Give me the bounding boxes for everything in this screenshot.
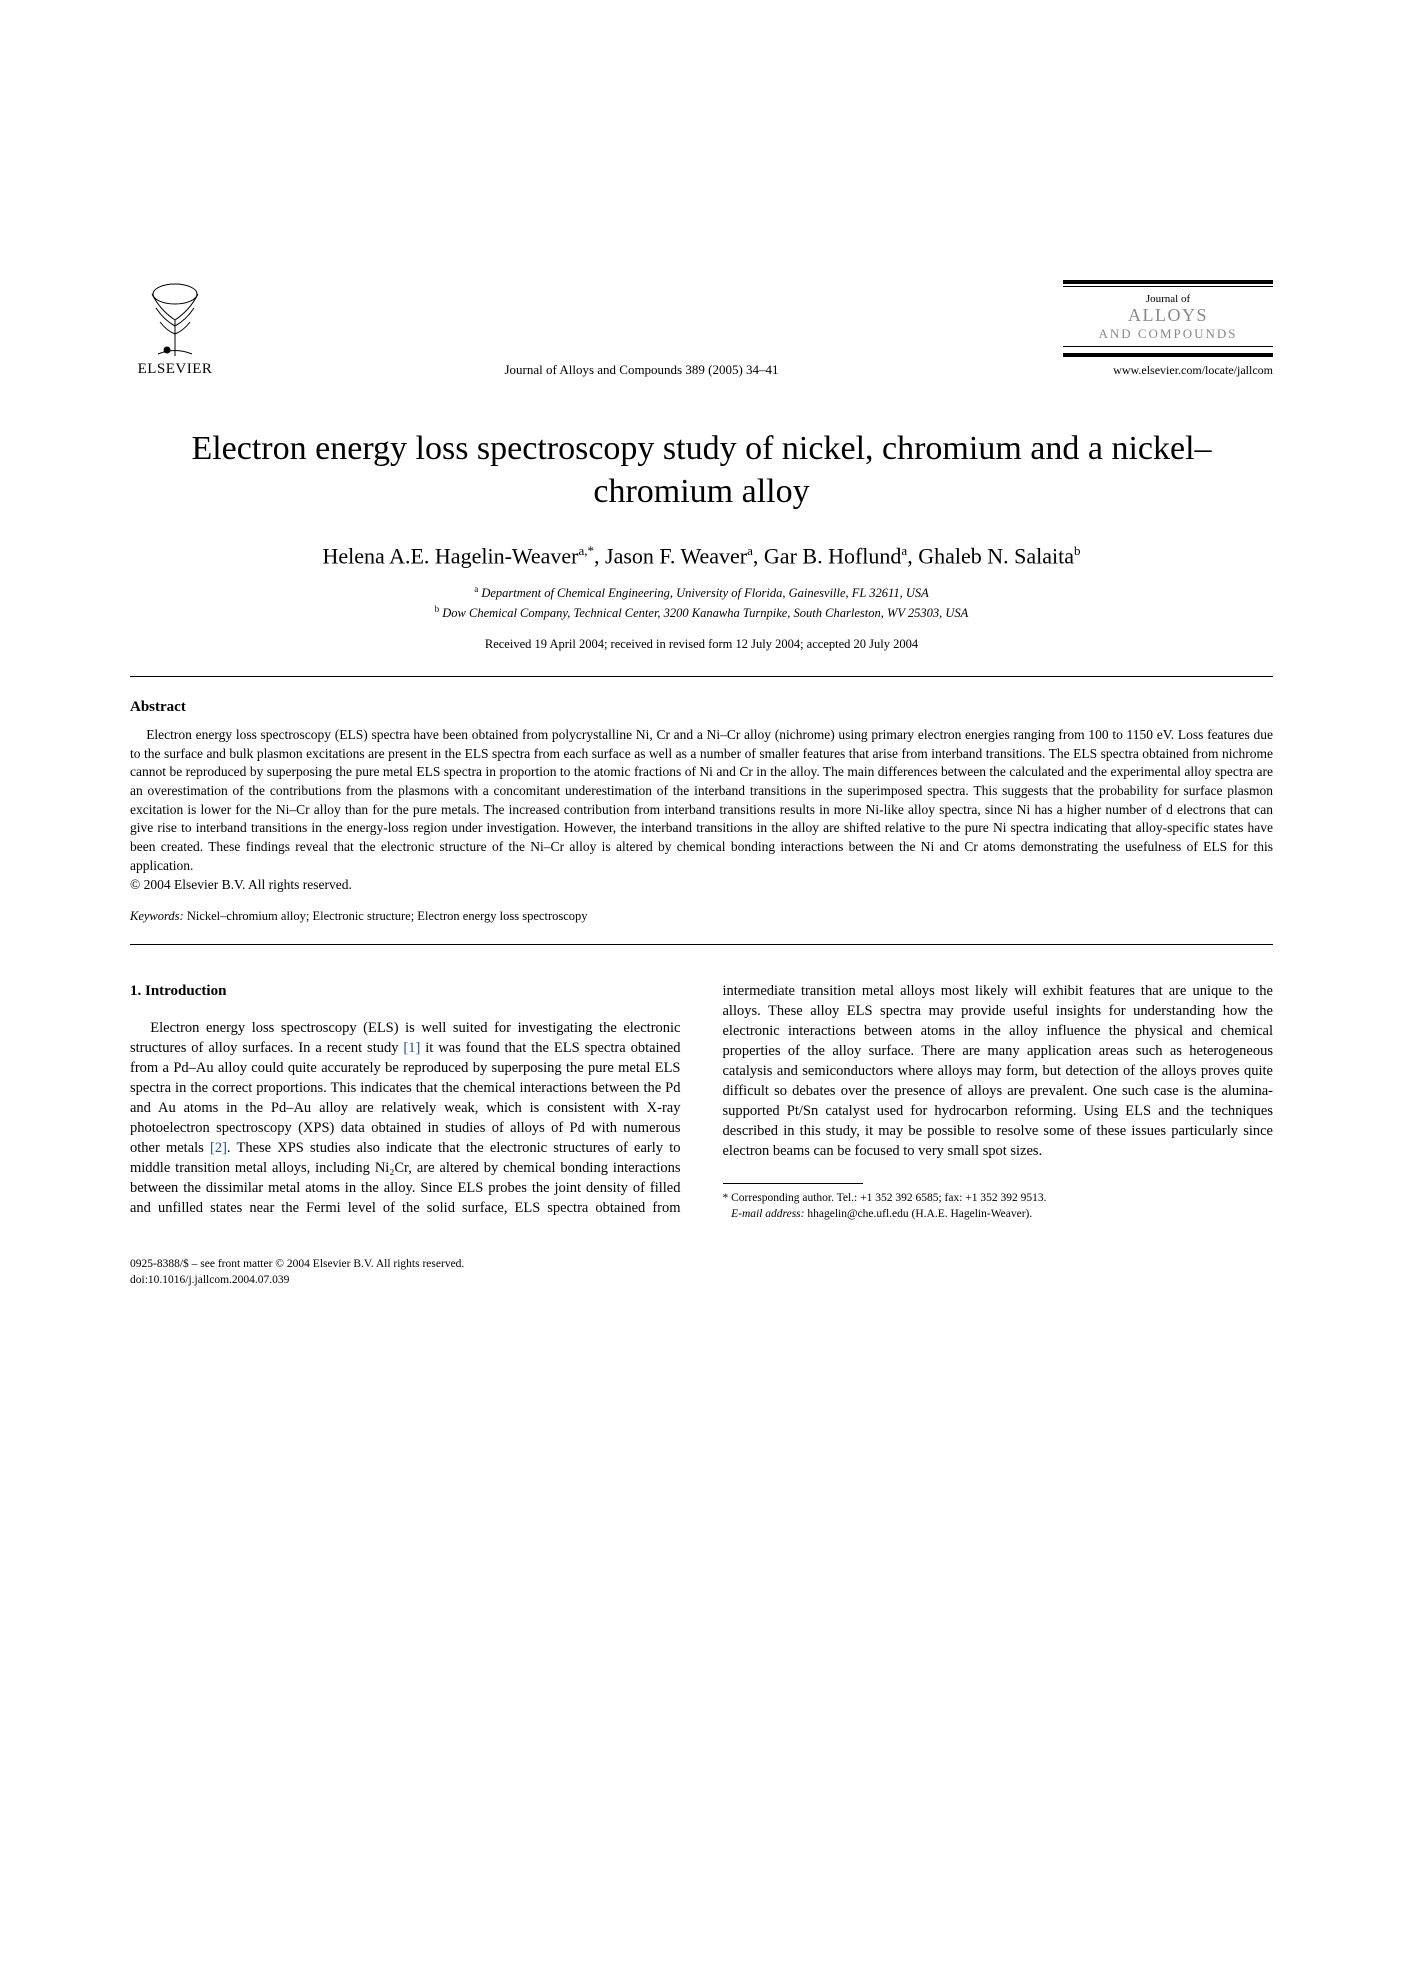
divider [130,676,1273,677]
affiliation-a: a Department of Chemical Engineering, Un… [130,583,1273,603]
affiliation-b: b Dow Chemical Company, Technical Center… [130,603,1273,623]
copyright: © 2004 Elsevier B.V. All rights reserved… [130,877,1273,893]
elsevier-logo-icon [140,282,210,357]
journal-logo-line1: Journal of [1063,293,1273,305]
keywords: Keywords: Nickel–chromium alloy; Electro… [130,909,1273,924]
rule [1063,280,1273,284]
journal-logo-line3: AND COMPOUNDS [1063,326,1273,342]
journal-reference: Journal of Alloys and Compounds 389 (200… [220,302,1063,378]
corresponding-author-footnote: * Corresponding author. Tel.: +1 352 392… [723,1190,1274,1206]
footnote-separator [723,1183,863,1184]
abstract-heading: Abstract [130,699,1273,716]
front-matter-meta: 0925-8388/$ – see front matter © 2004 El… [130,1256,1273,1288]
journal-logo: Journal of ALLOYS AND COMPOUNDS www.else… [1063,280,1273,378]
rule [1063,286,1273,287]
doi-line: doi:10.1016/j.jallcom.2004.07.039 [130,1272,1273,1288]
keywords-text: Nickel–chromium alloy; Electronic struct… [184,909,588,923]
divider [130,944,1273,945]
body-text: 1. Introduction Electron energy loss spe… [130,981,1273,1222]
issn-line: 0925-8388/$ – see front matter © 2004 El… [130,1256,1273,1272]
footnotes: * Corresponding author. Tel.: +1 352 392… [723,1190,1274,1222]
publisher-block: ELSEVIER [130,282,220,378]
journal-logo-line2: ALLOYS [1063,305,1273,326]
affiliations: a Department of Chemical Engineering, Un… [130,583,1273,623]
rule [1063,346,1273,347]
section-1-paragraph: Electron energy loss spectroscopy (ELS) … [130,981,1273,1222]
article-dates: Received 19 April 2004; received in revi… [130,637,1273,652]
publisher-name: ELSEVIER [138,361,213,378]
article-title: Electron energy loss spectroscopy study … [130,428,1273,513]
rule [1063,353,1273,357]
email-footnote: E-mail address: hhagelin@che.ufl.edu (H.… [723,1206,1274,1222]
journal-url: www.elsevier.com/locate/jallcom [1063,363,1273,378]
abstract-block: Abstract Electron energy loss spectrosco… [130,699,1273,893]
keywords-label: Keywords: [130,909,184,923]
section-heading-1: 1. Introduction [130,981,681,1002]
authors: Helena A.E. Hagelin-Weavera,*, Jason F. … [130,543,1273,569]
journal-header: ELSEVIER Journal of Alloys and Compounds… [130,280,1273,378]
abstract-text: Electron energy loss spectroscopy (ELS) … [130,726,1273,875]
